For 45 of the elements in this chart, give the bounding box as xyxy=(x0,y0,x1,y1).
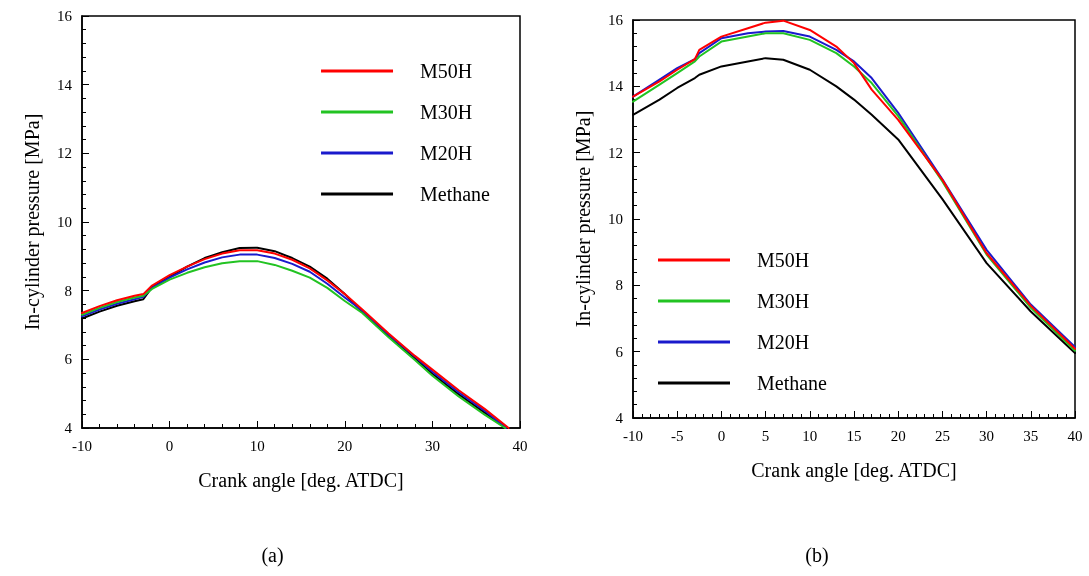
x-axis-title: Crank angle [deg. ATDC] xyxy=(751,459,957,482)
x-tick-label: 25 xyxy=(934,427,950,444)
x-axis-title: Crank angle [deg. ATDC] xyxy=(198,469,404,492)
y-tick-label: 4 xyxy=(64,420,73,436)
legend-label: M20H xyxy=(757,331,810,353)
legend-label: M30H xyxy=(757,290,810,312)
x-tick-label: 30 xyxy=(979,427,995,444)
x-tick-label: 0 xyxy=(165,437,174,454)
y-axis-title: In-cylinder pressure [MPa] xyxy=(21,113,44,331)
y-tick-label: 12 xyxy=(57,145,72,162)
legend-label: M50H xyxy=(757,249,810,271)
y-tick-label: 14 xyxy=(608,78,624,95)
x-tick-label: 5 xyxy=(761,427,770,444)
y-tick-label: 14 xyxy=(57,76,73,93)
legend-label: M50H xyxy=(420,60,473,82)
x-tick-label: 20 xyxy=(337,437,353,454)
x-tick-label: -5 xyxy=(670,427,684,444)
y-tick-label: 8 xyxy=(64,282,72,299)
y-tick-label: 8 xyxy=(615,277,623,294)
legend-label: Methane xyxy=(420,183,491,205)
x-tick-label: 40 xyxy=(1067,427,1083,444)
y-tick-label: 6 xyxy=(615,343,624,360)
y-tick-label: 6 xyxy=(64,351,73,368)
x-tick-label: 20 xyxy=(890,427,906,444)
y-tick-label: 12 xyxy=(608,144,623,161)
x-tick-label: -10 xyxy=(623,427,643,444)
x-tick-label: 15 xyxy=(846,427,862,444)
y-tick-label: 16 xyxy=(608,12,624,28)
legend-label: Methane xyxy=(757,372,828,394)
y-tick-label: 10 xyxy=(608,211,623,227)
x-tick-label: 30 xyxy=(424,437,440,454)
y-tick-label: 10 xyxy=(57,214,72,230)
legend-label: M30H xyxy=(420,101,473,123)
legend-label: M20H xyxy=(420,142,473,164)
x-tick-label: 40 xyxy=(512,437,528,454)
x-tick-label: 35 xyxy=(1023,427,1039,444)
y-axis-title: In-cylinder pressure [MPa] xyxy=(572,110,595,328)
x-tick-label: -10 xyxy=(72,437,92,454)
x-tick-label: 0 xyxy=(717,427,726,444)
x-tick-label: 10 xyxy=(249,437,265,454)
y-tick-label: 16 xyxy=(57,8,73,24)
y-tick-label: 4 xyxy=(615,410,624,426)
text: (b) xyxy=(805,544,829,567)
text: (a) xyxy=(261,544,284,567)
x-tick-label: 10 xyxy=(802,427,818,444)
